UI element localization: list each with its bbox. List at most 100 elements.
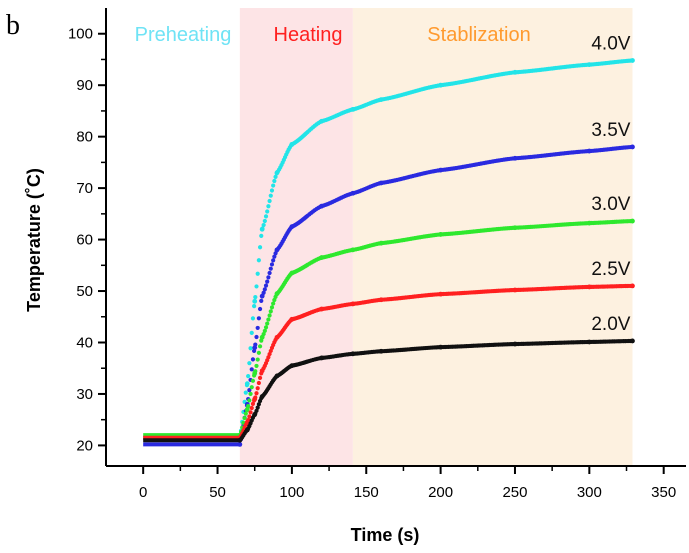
y-tick-label: 50 — [76, 283, 93, 300]
series-vertex-0 — [512, 69, 518, 75]
series-point-0 — [262, 218, 267, 224]
series-label-3: 2.5V — [591, 259, 630, 280]
x-tick-label: 0 — [139, 484, 147, 501]
series-point-0 — [248, 346, 253, 351]
series-vertex-0 — [438, 82, 444, 88]
series-vertex-2 — [252, 370, 258, 376]
series-vertex-2 — [350, 247, 356, 253]
series-point-4 — [254, 408, 259, 413]
series-point-0 — [267, 198, 272, 204]
series-point-2 — [271, 301, 276, 306]
series-vertex-1 — [259, 293, 265, 299]
x-tick-label: 250 — [502, 484, 527, 501]
y-tick-label: 40 — [76, 334, 93, 351]
series-point-0 — [250, 316, 256, 321]
series-vertex-3 — [378, 297, 384, 303]
series-point-2 — [254, 363, 259, 369]
phase-labels-group: Preheating Heating Stablization — [135, 24, 531, 46]
series-point-1 — [263, 283, 269, 288]
series-vertex-3 — [259, 368, 265, 374]
series-0 — [143, 58, 635, 441]
series-vertex-0 — [630, 58, 635, 63]
series-vertex-2 — [274, 291, 280, 297]
series-vertex-3 — [289, 316, 295, 322]
series-vertex-4 — [350, 351, 356, 357]
series-point-1 — [261, 290, 266, 295]
series-point-1 — [254, 334, 259, 340]
series-vertex-4 — [252, 412, 258, 417]
series-vertex-4 — [289, 363, 295, 369]
y-tick-label: 70 — [76, 180, 93, 197]
series-point-2 — [250, 378, 256, 383]
series-vertex-3 — [274, 334, 280, 340]
series-point-3 — [256, 380, 261, 386]
series-vertex-4 — [630, 338, 635, 344]
x-tick-label: 50 — [209, 484, 226, 501]
series-point-0 — [261, 222, 266, 228]
series-point-1 — [266, 275, 271, 280]
series-point-2 — [247, 398, 252, 403]
series-point-0 — [268, 193, 273, 198]
series-point-2 — [268, 309, 273, 314]
series-2 — [143, 218, 635, 438]
series-point-0 — [256, 258, 261, 263]
series-vertex-2 — [512, 225, 518, 231]
x-tick-label: 100 — [279, 484, 304, 501]
series-point-2 — [255, 357, 260, 362]
series-vertex-3 — [438, 291, 444, 297]
series-vertex-3 — [512, 287, 518, 293]
series-point-2 — [257, 344, 263, 349]
series-vertex-1 — [252, 345, 258, 351]
series-vertex-0 — [350, 106, 356, 112]
series-vertex-3 — [630, 283, 635, 289]
series-vertex-2 — [259, 334, 265, 340]
y-tick-label: 30 — [76, 386, 93, 403]
series-vertex-0 — [259, 226, 265, 232]
series-label-2: 3.0V — [591, 194, 630, 215]
series-point-2 — [266, 317, 271, 322]
series-point-1 — [267, 270, 272, 276]
series-vertex-4 — [438, 344, 444, 350]
series-vertex-1 — [438, 167, 444, 173]
series-point-3 — [254, 391, 259, 396]
y-tick-label: 100 — [68, 26, 93, 43]
y-tick-label: 90 — [76, 77, 93, 94]
series-point-0 — [246, 373, 251, 379]
series-point-1 — [269, 262, 275, 267]
series-point-1 — [255, 325, 260, 331]
series-vertex-4 — [512, 341, 518, 347]
series-point-2 — [256, 350, 261, 355]
series-vertex-3 — [319, 306, 325, 312]
series-point-1 — [259, 298, 264, 304]
ticks-group: 0 50 100 150 200 250 300 350 20 30 40 50 60 70 80 90 100 — [68, 26, 676, 501]
series-point-0 — [266, 204, 271, 209]
series-vertex-2 — [586, 220, 592, 226]
phase-region-0 — [143, 8, 240, 466]
series-point-1 — [271, 258, 276, 263]
series-point-0 — [247, 361, 252, 366]
series-point-0 — [255, 271, 260, 276]
series-vertex-4 — [586, 339, 592, 345]
series-point-4 — [255, 405, 260, 410]
series-vertex-4 — [237, 437, 243, 443]
phase-label-0: Preheating — [135, 24, 232, 46]
series-point-0 — [257, 245, 263, 250]
series-vertex-0 — [586, 62, 592, 68]
series-vertex-4 — [274, 373, 280, 379]
x-tick-label: 350 — [651, 484, 676, 501]
series-group — [143, 58, 635, 447]
phase-label-2: Stablization — [427, 24, 530, 46]
series-point-2 — [243, 411, 248, 416]
series-vertex-2 — [630, 218, 635, 224]
series-point-0 — [265, 209, 270, 214]
series-vertex-0 — [244, 381, 250, 387]
series-point-0 — [254, 284, 259, 289]
series-label-4: 2.0V — [591, 314, 630, 335]
series-1 — [143, 144, 635, 447]
series-point-0 — [259, 233, 264, 239]
series-point-2 — [265, 321, 270, 326]
series-point-1 — [268, 266, 273, 271]
series-vertex-0 — [252, 298, 258, 304]
x-tick-label: 200 — [428, 484, 453, 501]
series-point-1 — [256, 316, 261, 321]
